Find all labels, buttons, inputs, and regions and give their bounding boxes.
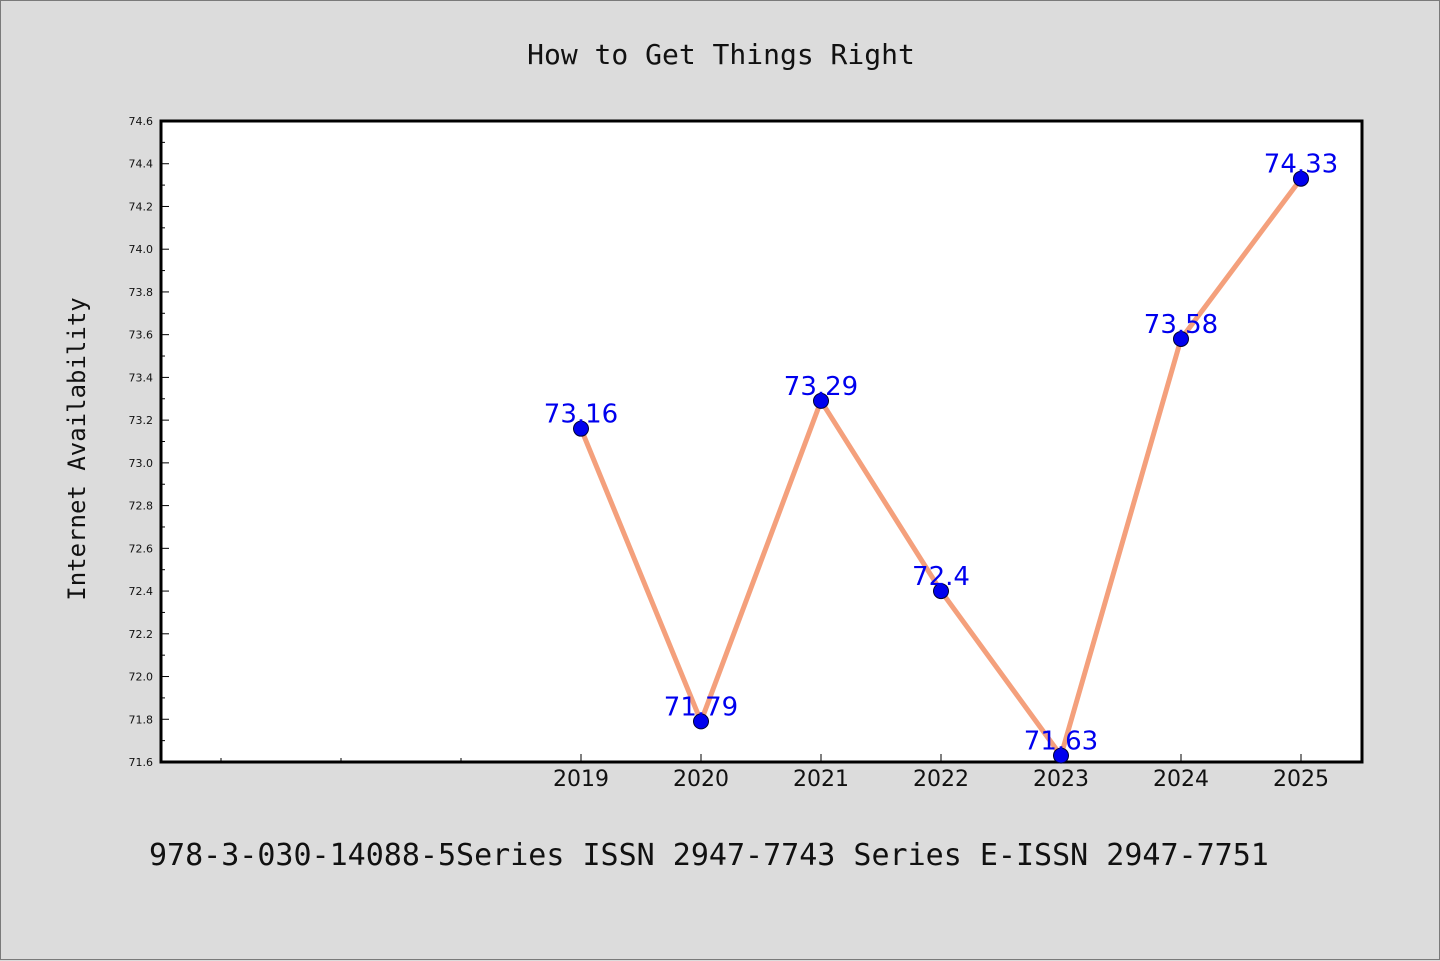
y-tick-label: 74.6 — [129, 115, 154, 128]
y-axis: 71.6 71.8 72.0 72.2 72.4 72.6 72.8 73.0 73.2 73.4… — [129, 115, 169, 769]
y-tick-label: 73.2 — [129, 414, 154, 427]
y-tick-label: 73.0 — [129, 457, 154, 470]
y-tick-label: 73.8 — [129, 286, 154, 299]
x-tick-label: 2023 — [1033, 767, 1089, 792]
x-tick-label: 2024 — [1153, 767, 1209, 792]
y-tick-label: 73.4 — [129, 371, 154, 384]
data-point-marker — [1053, 747, 1069, 764]
plot-area — [159, 119, 1364, 764]
data-point-marker — [573, 420, 589, 437]
data-label: 74.33 — [1264, 150, 1338, 180]
data-point-marker — [813, 392, 829, 409]
data-label: 72.4 — [912, 562, 970, 592]
y-tick-label: 74.0 — [129, 243, 154, 256]
footer-isbn-text: 978-3-030-14088-5Series ISSN 2947-7743 S… — [149, 838, 1269, 873]
data-point-marker — [933, 583, 949, 600]
x-tick-label: 2021 — [793, 767, 849, 792]
x-tick-label: 2020 — [673, 767, 729, 792]
data-point-marker — [693, 713, 709, 730]
y-tick-label: 74.4 — [129, 158, 154, 171]
y-tick-label: 72.8 — [129, 500, 154, 513]
y-tick-label: 72.2 — [129, 628, 154, 641]
data-labels-group: 73.16 71.79 73.29 72.4 71.63 73.58 74.33 — [544, 150, 1338, 757]
data-label: 73.16 — [544, 400, 618, 430]
data-label: 73.58 — [1144, 310, 1218, 340]
y-tick-label: 72.0 — [129, 671, 154, 684]
data-label: 71.63 — [1024, 727, 1098, 757]
y-tick-label: 72.4 — [129, 585, 154, 598]
chart-title: How to Get Things Right — [527, 38, 915, 71]
y-tick-label: 73.6 — [129, 329, 154, 342]
x-tick-label: 2022 — [913, 767, 969, 792]
y-axis-label: Internet Availability — [63, 297, 91, 600]
x-axis: 2019 2020 2021 2022 2023 2024 2025 — [220, 754, 1329, 792]
y-tick-label: 72.6 — [129, 542, 154, 555]
y-tick-label: 71.8 — [129, 713, 154, 726]
data-label: 73.29 — [784, 372, 858, 402]
markers-group — [573, 170, 1309, 764]
data-point-marker — [1173, 330, 1189, 347]
y-tick-label: 74.2 — [129, 200, 154, 213]
y-tick-label: 71.6 — [129, 756, 154, 769]
data-point-marker — [1293, 170, 1309, 187]
data-label: 71.79 — [664, 692, 738, 722]
x-tick-label: 2025 — [1273, 767, 1329, 792]
x-tick-label: 2019 — [553, 767, 609, 792]
